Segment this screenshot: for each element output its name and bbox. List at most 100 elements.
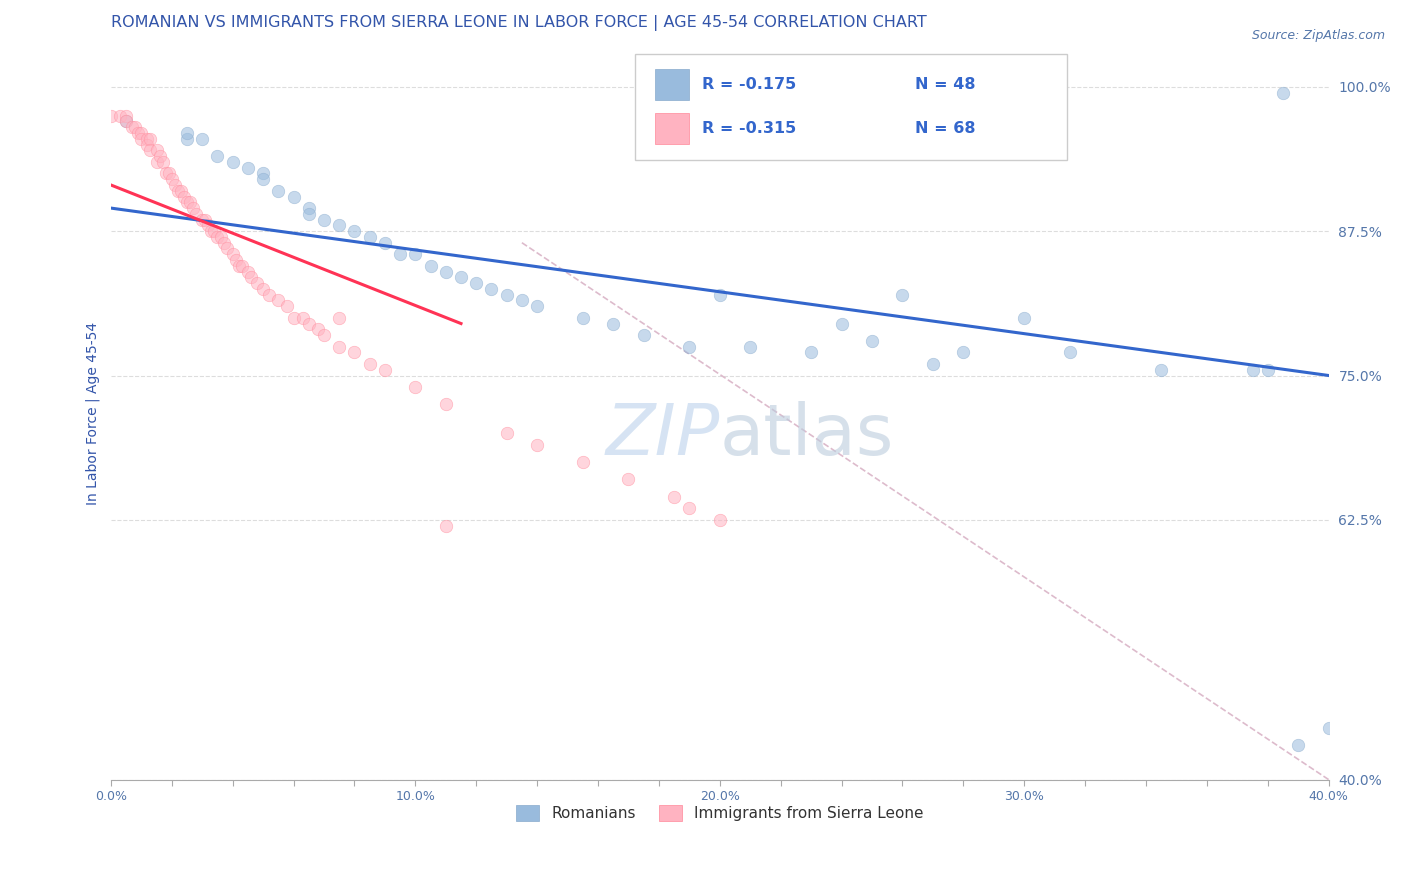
Point: [191, 212, 214, 227]
Point: [225, 253, 247, 268]
Point: [389, 247, 412, 261]
Point: [252, 282, 274, 296]
Point: [181, 201, 204, 215]
Point: [678, 501, 700, 516]
Point: [434, 518, 457, 533]
Point: [374, 235, 396, 250]
Point: [1272, 86, 1295, 100]
Point: [209, 230, 232, 244]
FancyBboxPatch shape: [634, 54, 1067, 160]
Point: [709, 287, 731, 301]
Point: [131, 126, 153, 140]
Legend: Romanians, Immigrants from Sierra Leone: Romanians, Immigrants from Sierra Leone: [510, 798, 929, 827]
Point: [136, 137, 159, 152]
Point: [204, 224, 226, 238]
Point: [121, 120, 143, 135]
Point: [257, 287, 280, 301]
Point: [1286, 738, 1309, 752]
Point: [571, 455, 593, 469]
Point: [267, 184, 290, 198]
Point: [221, 247, 243, 261]
Point: [176, 195, 198, 210]
Point: [1012, 310, 1035, 325]
Point: [252, 172, 274, 186]
Point: [1317, 721, 1340, 735]
Point: [602, 317, 624, 331]
Point: [860, 334, 883, 348]
Point: [115, 109, 138, 123]
Point: [149, 149, 172, 163]
Text: atlas: atlas: [720, 401, 894, 469]
Point: [215, 242, 238, 256]
Point: [1241, 362, 1264, 376]
Point: [434, 397, 457, 411]
Bar: [655, 113, 689, 144]
Point: [571, 310, 593, 325]
Point: [124, 120, 146, 135]
Point: [404, 380, 426, 394]
Point: [139, 132, 162, 146]
Point: [194, 212, 217, 227]
Point: [481, 282, 503, 296]
Point: [709, 513, 731, 527]
Point: [283, 189, 305, 203]
Point: [922, 357, 945, 371]
Point: [952, 345, 974, 359]
Point: [1150, 362, 1173, 376]
Point: [891, 287, 914, 301]
Point: [343, 224, 366, 238]
Point: [359, 230, 381, 244]
Point: [236, 264, 259, 278]
Point: [276, 299, 298, 313]
Text: N = 48: N = 48: [915, 77, 976, 92]
Point: [145, 144, 167, 158]
Point: [167, 184, 190, 198]
Point: [100, 109, 122, 123]
Point: [176, 132, 198, 146]
Bar: [655, 70, 689, 100]
Point: [633, 328, 655, 343]
Point: [207, 230, 229, 244]
Point: [312, 328, 335, 343]
Text: ROMANIAN VS IMMIGRANTS FROM SIERRA LEONE IN LABOR FORCE | AGE 45-54 CORRELATION : ROMANIAN VS IMMIGRANTS FROM SIERRA LEONE…: [111, 15, 927, 31]
Text: ZIP: ZIP: [606, 401, 720, 469]
Point: [108, 109, 131, 123]
Point: [186, 207, 208, 221]
Point: [173, 189, 195, 203]
Point: [200, 224, 222, 238]
Point: [160, 172, 183, 186]
Point: [298, 201, 321, 215]
Point: [115, 114, 138, 128]
Point: [404, 247, 426, 261]
Point: [1059, 345, 1081, 359]
Point: [495, 426, 517, 441]
Text: N = 68: N = 68: [915, 121, 976, 136]
Point: [239, 270, 262, 285]
Point: [236, 161, 259, 175]
Point: [465, 276, 488, 290]
Point: [252, 166, 274, 180]
Point: [228, 259, 250, 273]
Point: [359, 357, 381, 371]
Point: [800, 345, 823, 359]
Point: [139, 144, 162, 158]
Point: [450, 270, 472, 285]
Point: [155, 166, 177, 180]
Point: [170, 184, 193, 198]
Point: [231, 259, 253, 273]
Point: [298, 207, 321, 221]
Text: Source: ZipAtlas.com: Source: ZipAtlas.com: [1251, 29, 1385, 42]
Point: [157, 166, 180, 180]
Point: [328, 310, 350, 325]
Point: [328, 219, 350, 233]
Point: [176, 126, 198, 140]
Point: [207, 149, 229, 163]
Point: [298, 317, 321, 331]
Point: [495, 287, 517, 301]
Point: [212, 235, 235, 250]
Point: [179, 195, 201, 210]
Point: [1257, 362, 1279, 376]
Point: [131, 132, 153, 146]
Text: R = -0.175: R = -0.175: [702, 77, 796, 92]
Point: [526, 299, 548, 313]
